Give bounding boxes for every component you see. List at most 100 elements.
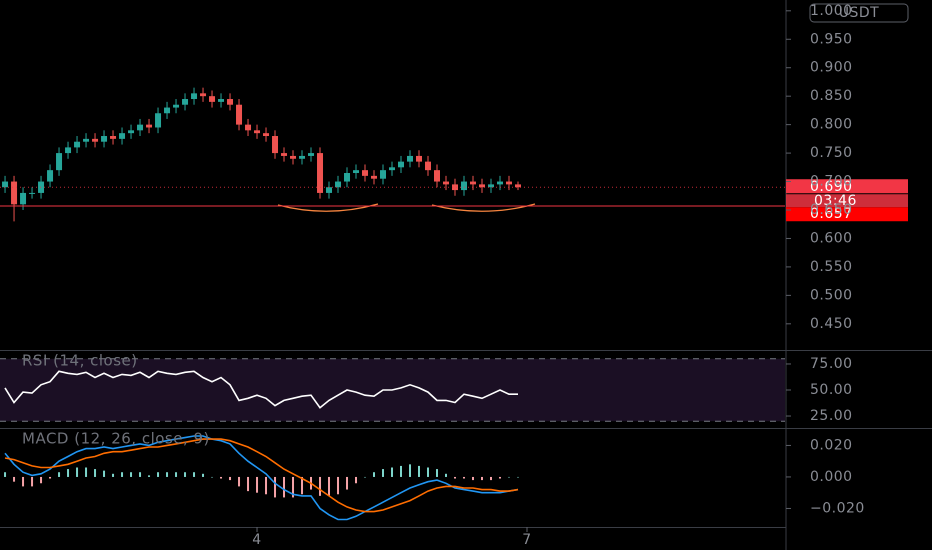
candle-body — [38, 181, 45, 193]
candle-body — [236, 104, 243, 125]
candle-body — [56, 153, 63, 171]
histogram-bar — [175, 472, 178, 477]
histogram-bar — [283, 476, 286, 498]
histogram-bar — [480, 476, 483, 481]
candle-body — [389, 167, 396, 171]
candle-body — [128, 130, 135, 134]
candle-body — [155, 113, 162, 128]
alert-price-box — [786, 207, 908, 222]
histogram-bar — [103, 470, 106, 477]
y-tick-label: 75.00 — [810, 356, 853, 372]
x-tick-label: 7 — [522, 532, 531, 548]
candle-body — [451, 184, 458, 191]
histogram-bar — [337, 476, 340, 495]
histogram-bar — [489, 476, 492, 481]
pane-title: RSI (14, close) — [22, 352, 138, 370]
countdown-label: 03:46 — [814, 193, 857, 209]
y-tick-label: 0.850 — [810, 88, 853, 104]
histogram-bar — [157, 472, 160, 477]
candle-body — [326, 187, 333, 193]
last-price-box — [786, 179, 908, 194]
y-tick-label: 0.600 — [810, 230, 853, 246]
histogram-bar — [94, 469, 97, 477]
candle-body — [2, 181, 9, 188]
histogram-bar — [453, 476, 456, 479]
candle-body — [362, 170, 369, 176]
y-tick-label: 0.000 — [810, 469, 853, 485]
candle-body — [254, 130, 261, 134]
candle-body — [487, 184, 494, 188]
y-tick-label: 0.450 — [810, 316, 853, 332]
candle-body — [200, 93, 207, 97]
pane-title: MACD (12, 26, close, 9) — [22, 430, 210, 448]
histogram-bar — [13, 476, 16, 482]
y-tick-label: 50.00 — [810, 382, 853, 398]
histogram-bar — [184, 472, 187, 477]
candle-body — [83, 138, 90, 142]
histogram-bar — [247, 476, 250, 492]
candle-body — [398, 161, 405, 168]
candle-body — [137, 124, 144, 131]
histogram-bar — [364, 476, 367, 478]
candle-body — [299, 155, 306, 159]
histogram-bar — [391, 467, 394, 477]
pattern-arc — [431, 203, 536, 212]
candle-body — [218, 99, 225, 102]
candle-body — [191, 93, 198, 100]
candle-body — [344, 173, 351, 182]
candle-body — [227, 99, 234, 105]
histogram-bar — [319, 476, 322, 496]
histogram-bar — [346, 476, 349, 490]
macd-line — [4, 438, 519, 513]
histogram-bar — [471, 476, 474, 481]
pattern-arc — [277, 203, 379, 212]
y-tick-label: 0.900 — [810, 60, 853, 76]
candle-body — [469, 181, 476, 185]
candle-body — [29, 192, 36, 194]
histogram-bar — [85, 467, 88, 477]
candle-body — [164, 107, 171, 114]
histogram-bar — [292, 476, 295, 498]
y-tick-label: 25.00 — [810, 408, 853, 424]
candle-body — [47, 170, 54, 182]
candle-body — [353, 170, 360, 174]
candle-body — [272, 136, 279, 154]
histogram-bar — [121, 472, 124, 477]
candle-body — [514, 184, 521, 188]
candle-body — [434, 170, 441, 182]
candle-body — [92, 138, 99, 142]
histogram-bar — [400, 465, 403, 477]
y-tick-label: 0.500 — [810, 287, 853, 303]
histogram-bar — [355, 476, 358, 484]
candle-body — [335, 181, 342, 188]
currency-label: USDT — [839, 5, 879, 21]
histogram-bar — [148, 475, 151, 477]
candle-body — [407, 155, 414, 162]
y-tick-label: 1.000 — [810, 3, 853, 19]
histogram-bar — [40, 476, 43, 484]
candle-body — [505, 181, 512, 185]
y-tick-label: 0.020 — [810, 437, 853, 453]
candle-body — [317, 153, 324, 193]
candle-body — [380, 170, 387, 179]
candle-body — [119, 133, 126, 139]
macd-line — [4, 435, 519, 521]
candle-body — [308, 153, 315, 156]
candle-body — [209, 96, 216, 102]
histogram-bar — [274, 476, 277, 498]
candle-body — [74, 141, 81, 148]
histogram-bar — [58, 472, 61, 477]
candle-body — [110, 136, 117, 139]
histogram-bar — [445, 473, 448, 477]
y-tick-label: −0.020 — [810, 500, 865, 516]
candle-body — [416, 155, 423, 162]
candle-body — [182, 99, 189, 105]
histogram-bar — [265, 476, 268, 495]
currency-box — [809, 3, 909, 23]
histogram-bar — [67, 469, 70, 477]
y-tick-label: 0.800 — [810, 117, 853, 133]
histogram-bar — [498, 476, 501, 479]
